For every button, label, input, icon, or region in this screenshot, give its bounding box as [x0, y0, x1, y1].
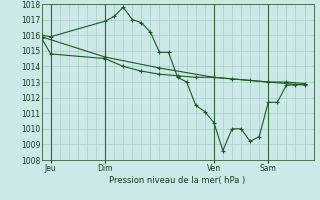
- X-axis label: Pression niveau de la mer( hPa ): Pression niveau de la mer( hPa ): [109, 176, 246, 185]
